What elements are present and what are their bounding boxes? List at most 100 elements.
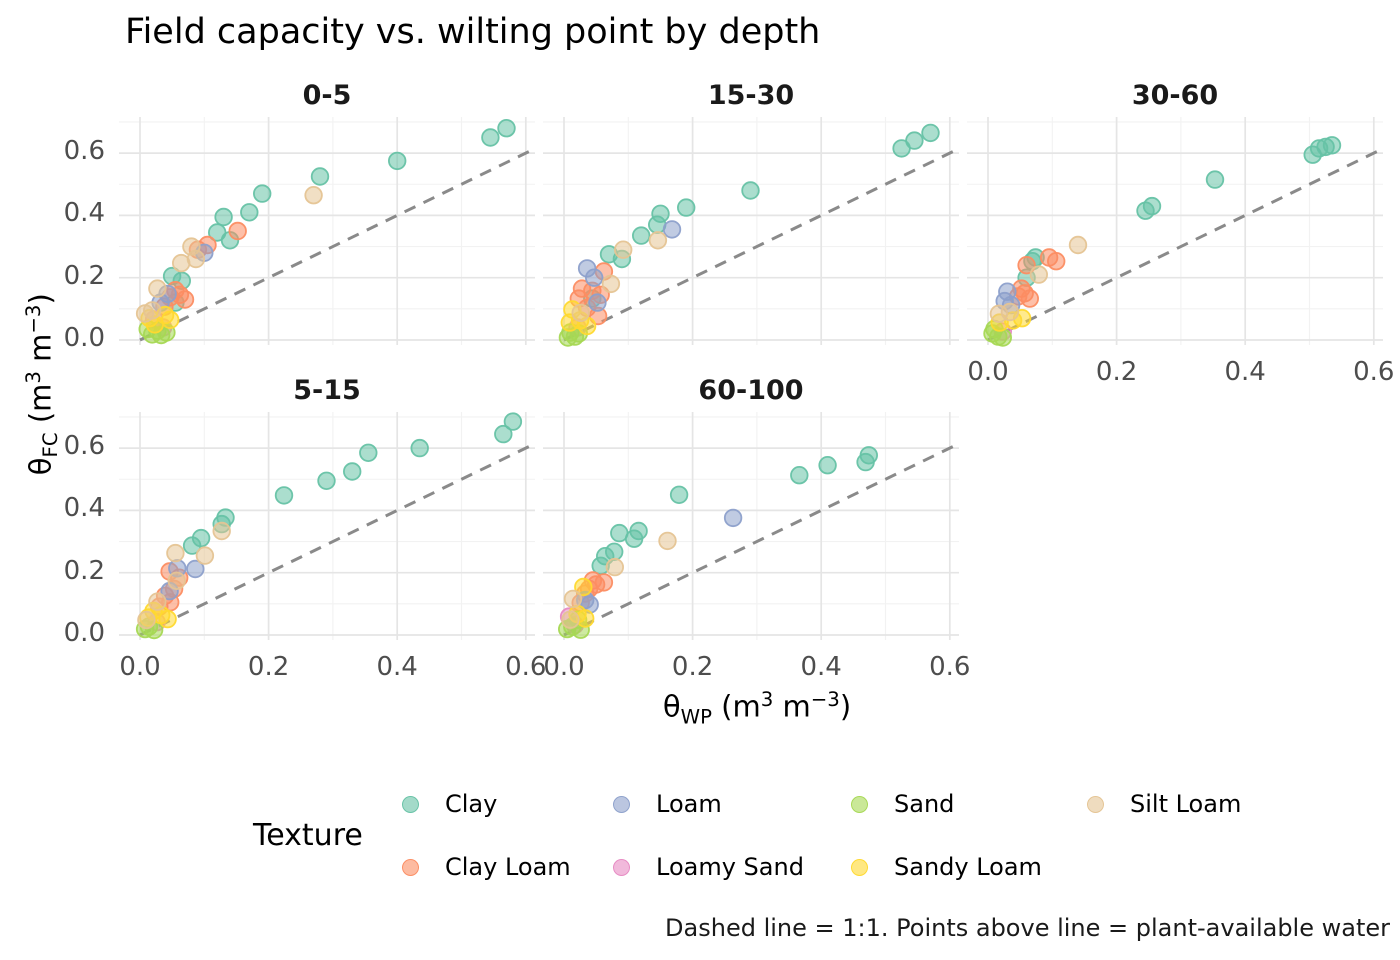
data-point-clay <box>481 128 500 147</box>
x-tick-label: 0.6 <box>1353 357 1395 387</box>
x-tick-label: 0.4 <box>1224 357 1266 387</box>
y-axis-subscript: FC <box>39 432 63 458</box>
x-tick-label: 0.6 <box>929 652 971 682</box>
x-tick-label: 0.2 <box>247 652 290 682</box>
y-axis-title: θFC (m3 m−3) <box>21 293 63 476</box>
data-point-clay-loam <box>228 221 247 241</box>
data-point-silt-loam <box>148 279 167 298</box>
x-tick-label: 0.0 <box>967 357 1009 387</box>
x-axis-subscript: WP <box>680 705 712 729</box>
data-point-clay <box>214 207 233 227</box>
facet-strip-label: 0-5 <box>302 80 352 111</box>
data-point-loam <box>662 220 682 239</box>
x-tick-label: 0.0 <box>543 652 585 682</box>
data-point-silt-loam <box>148 592 167 611</box>
data-point-clay <box>669 485 689 505</box>
data-point-clay-loam <box>1017 255 1036 275</box>
legend-item-sand: Sand <box>851 789 954 819</box>
data-point-clay <box>359 443 378 463</box>
legend-item-sandy-loam: Sandy Loam <box>851 852 1042 882</box>
legend-label: Sand <box>894 790 955 818</box>
data-point-clay <box>252 184 272 203</box>
data-point-clay <box>1303 145 1322 164</box>
facet-panel-5-15 <box>119 412 536 640</box>
data-point-silt-loam <box>563 589 583 609</box>
data-point-silt-loam <box>571 303 590 323</box>
data-point-silt-loam <box>166 543 185 563</box>
data-point-loam <box>723 508 743 528</box>
data-point-silt-loam <box>137 610 156 630</box>
data-point-silt-loam <box>658 531 677 551</box>
facet-strip-label: 15-30 <box>707 80 795 111</box>
one-to-one-line <box>139 147 536 342</box>
facet-strip-label: 5-15 <box>293 375 361 406</box>
legend-swatch-icon <box>851 795 868 813</box>
legend-title: Texture <box>253 818 363 853</box>
y-axis-symbol: θ <box>23 457 58 476</box>
data-point-clay <box>631 226 651 245</box>
legend-swatch-icon <box>613 858 630 876</box>
data-point-clay <box>676 198 696 217</box>
data-point-clay <box>274 486 294 505</box>
data-point-clay <box>497 118 516 138</box>
legend-swatch-icon <box>402 858 419 876</box>
x-tick-label: 0.0 <box>119 652 161 682</box>
data-point-silt-loam <box>989 304 1009 324</box>
data-point-clay-loam <box>175 290 195 309</box>
data-point-clay <box>921 123 940 143</box>
data-point-sandy-loam <box>161 310 180 330</box>
x-tick-label: 0.6 <box>505 652 547 682</box>
data-point-clay <box>342 462 362 481</box>
data-point-clay <box>818 456 837 475</box>
data-point-clay <box>310 167 330 186</box>
data-point-clay <box>503 412 523 431</box>
plot-title: Field capacity vs. wilting point by dept… <box>125 12 821 52</box>
data-point-clay <box>790 466 809 485</box>
facet-panel-30-60 <box>967 117 1384 347</box>
legend-item-loam: Loam <box>613 789 722 819</box>
data-point-silt-loam <box>605 557 625 577</box>
caption-note: Dashed line = 1:1. Points above line = p… <box>665 914 1390 942</box>
x-tick-label: 0.2 <box>671 652 714 682</box>
data-point-silt-loam <box>172 253 191 273</box>
legend-label: Loamy Sand <box>656 853 804 881</box>
facet-panel-60-100 <box>543 412 960 640</box>
data-point-silt-loam <box>135 304 155 323</box>
legend-swatch-icon <box>851 858 868 876</box>
data-point-clay <box>741 181 760 200</box>
y-tick-label: 0.2 <box>63 260 105 291</box>
data-point-clay <box>410 438 429 458</box>
legend-swatch-icon <box>1087 795 1104 813</box>
legend-swatch-icon <box>402 795 419 813</box>
data-point-silt-loam <box>1068 235 1088 255</box>
data-point-silt-loam <box>1029 265 1049 284</box>
data-point-clay <box>1136 201 1155 220</box>
data-point-clay <box>494 424 513 444</box>
data-point-clay <box>610 523 629 543</box>
legend-label: Clay <box>445 790 498 818</box>
data-point-loam <box>186 559 205 579</box>
y-tick-label: 0.6 <box>63 431 105 462</box>
data-point-loam <box>585 268 604 287</box>
data-point-silt-loam <box>648 231 668 250</box>
data-point-clay <box>1205 170 1225 189</box>
data-point-silt-loam <box>613 240 633 259</box>
data-point-clay <box>388 151 407 171</box>
one-to-one-line <box>563 147 960 342</box>
legend-item-loamy-sand: Loamy Sand <box>613 852 804 882</box>
legend-label: Sandy Loam <box>894 853 1042 881</box>
x-tick-label: 0.4 <box>376 652 418 682</box>
x-tick-label: 0.4 <box>800 652 842 682</box>
facet-panel-15-30 <box>543 117 960 347</box>
data-point-clay <box>240 203 259 222</box>
facet-strip-label: 30-60 <box>1131 80 1219 111</box>
one-to-one-line <box>563 442 960 637</box>
data-point-clay <box>856 452 875 472</box>
data-point-clay <box>892 139 911 158</box>
legend-label: Clay Loam <box>445 853 571 881</box>
legend-label: Silt Loam <box>1130 790 1242 818</box>
y-tick-label: 0.4 <box>63 198 105 229</box>
x-tick-label: 0.2 <box>1095 357 1138 387</box>
data-point-clay-loam <box>1046 251 1066 271</box>
